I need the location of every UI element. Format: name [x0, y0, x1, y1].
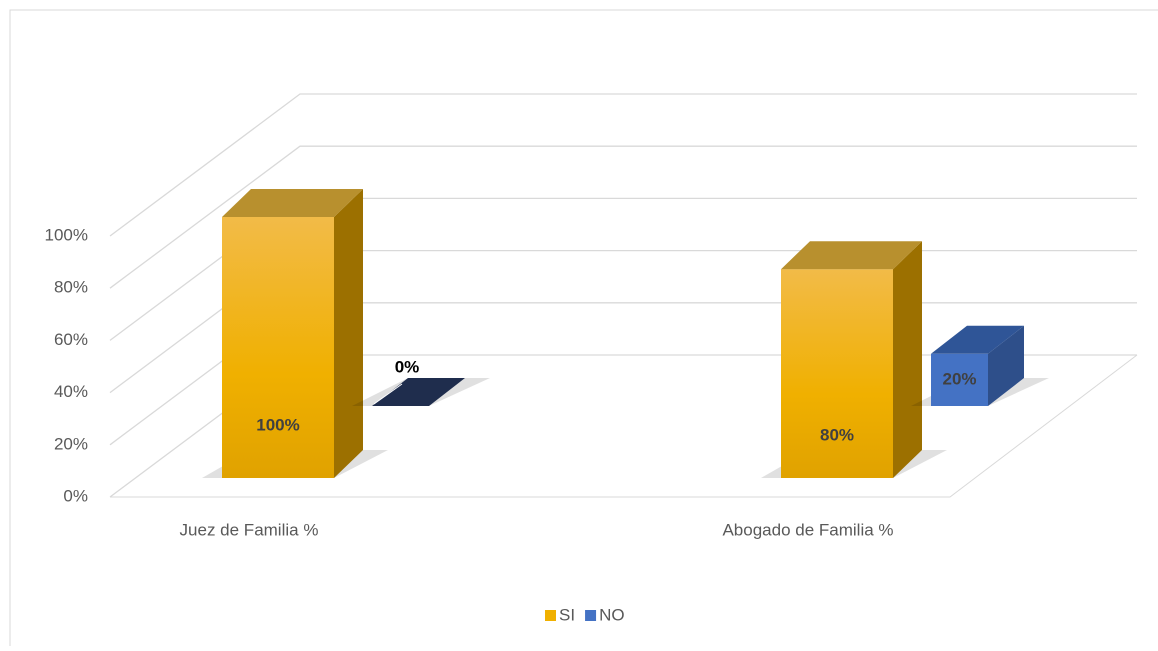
- bar-side: [893, 241, 922, 478]
- grid-line: [109, 145, 1137, 289]
- bar-top: [931, 325, 1024, 354]
- legend-swatch: [545, 610, 556, 621]
- y-tick-label: 40%: [54, 382, 88, 401]
- y-tick-label: 0%: [63, 486, 88, 505]
- bar-top: [372, 378, 465, 406]
- chart-border: [9, 9, 1158, 646]
- legend-swatch: [585, 610, 597, 621]
- value-label: 100%: [256, 415, 299, 434]
- bar: [931, 353, 988, 406]
- bar-side: [988, 325, 1024, 406]
- grid-line: [109, 93, 1137, 237]
- bar-top: [222, 189, 363, 217]
- bar-side: [334, 189, 363, 478]
- y-tick-label: 20%: [54, 434, 88, 453]
- x-tick-label: Abogado de Familia %: [722, 520, 893, 539]
- legend-label: NO: [599, 605, 625, 624]
- bar: [781, 269, 893, 478]
- y-tick-label: 80%: [54, 278, 88, 297]
- x-tick-label: Juez de Familia %: [180, 520, 319, 539]
- legend-label: SI: [559, 605, 575, 624]
- floor: [110, 354, 1138, 498]
- bar: [222, 217, 334, 478]
- y-tick-label: 100%: [45, 225, 88, 244]
- value-label: 80%: [820, 426, 854, 445]
- leader-line: [373, 383, 403, 405]
- y-tick-label: 60%: [54, 330, 88, 349]
- bar-top: [781, 241, 922, 270]
- value-label: 20%: [942, 369, 976, 388]
- value-label: 0%: [395, 357, 420, 376]
